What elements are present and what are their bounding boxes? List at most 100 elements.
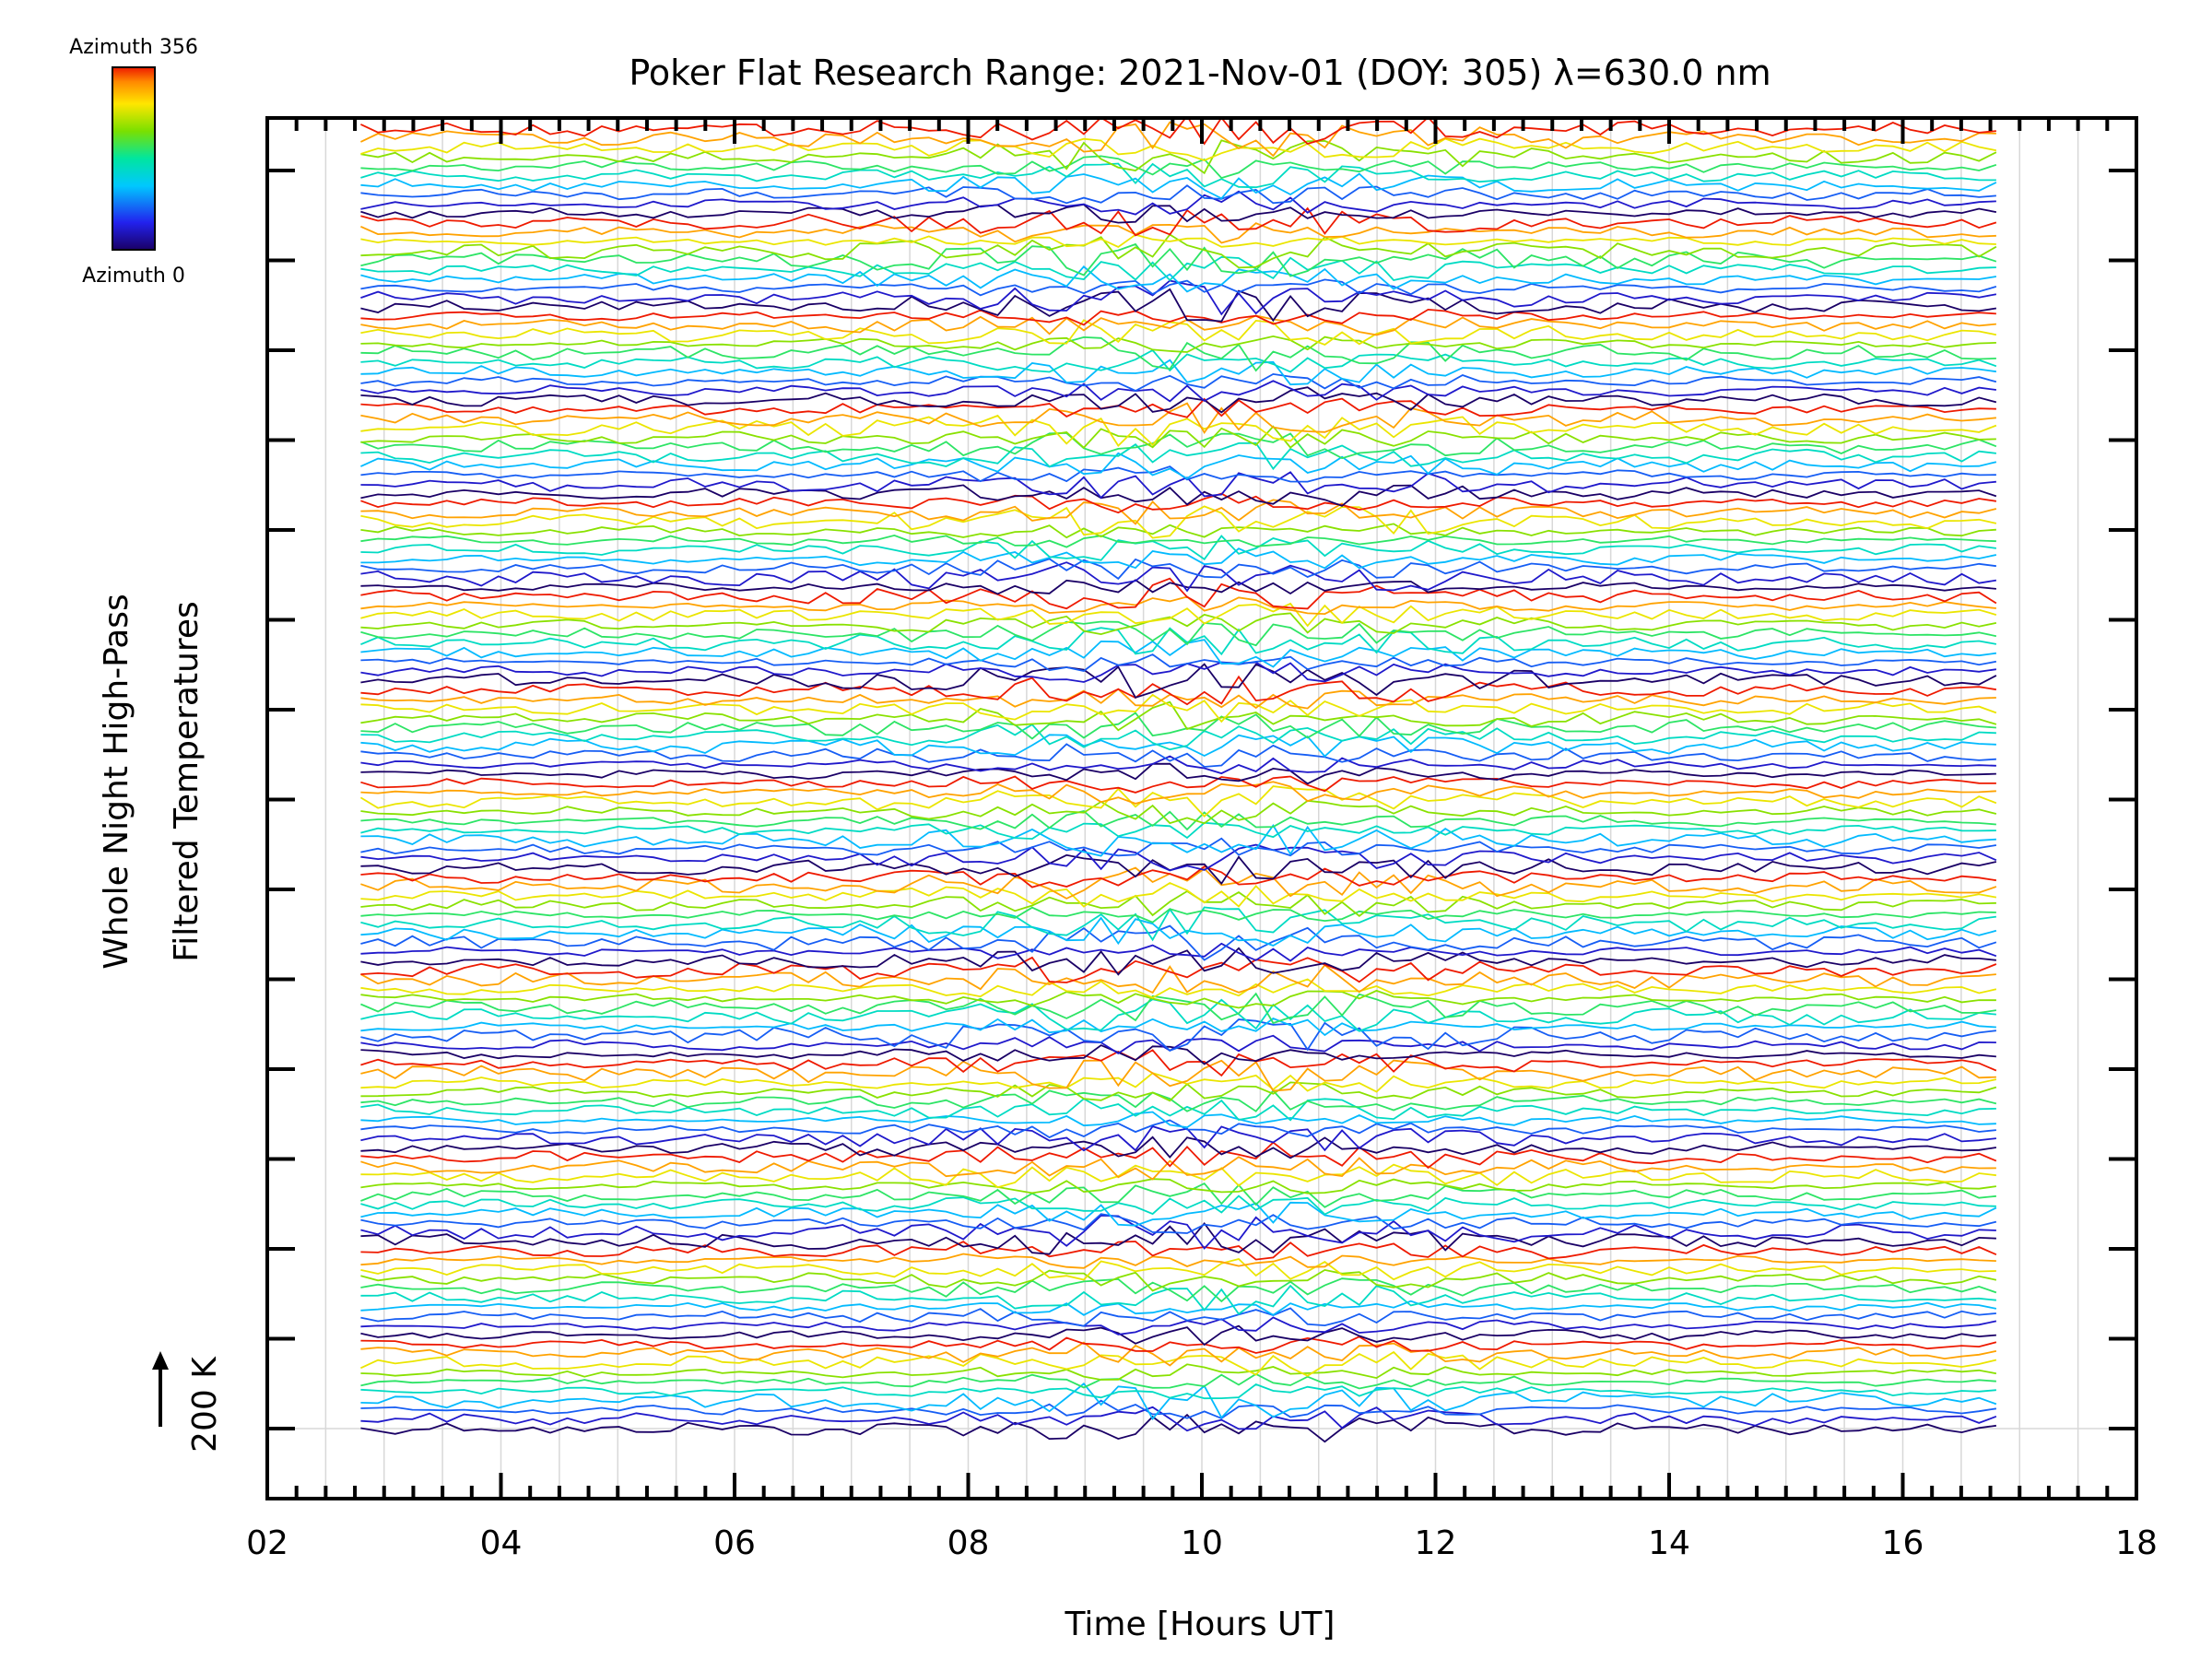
temperature-trace xyxy=(360,265,1997,293)
temperature-trace xyxy=(360,889,1996,917)
temperature-trace xyxy=(360,775,1996,794)
temperature-trace xyxy=(360,663,1997,699)
temperature-trace xyxy=(360,121,1996,158)
temperature-trace xyxy=(360,823,1996,857)
temperature-trace xyxy=(360,359,1997,386)
temperature-trace xyxy=(360,1178,1997,1194)
temperature-trace xyxy=(360,441,1997,471)
temperature-trace xyxy=(360,242,1997,277)
temperature-trace xyxy=(360,1119,1996,1139)
temperature-trace xyxy=(360,1111,1996,1129)
temperature-trace xyxy=(360,1335,1997,1354)
temperature-trace xyxy=(360,881,1997,908)
temperature-trace xyxy=(360,688,1996,710)
temperature-trace xyxy=(360,577,1997,610)
temperature-trace xyxy=(360,956,1997,983)
temperature-trace xyxy=(360,155,1997,180)
temperature-trace xyxy=(360,484,1997,507)
temperature-trace xyxy=(360,1300,1997,1316)
temperature-trace xyxy=(360,431,1997,460)
temperature-trace xyxy=(360,335,1996,372)
temperature-trace xyxy=(360,184,1996,205)
temperature-trace xyxy=(360,1163,1997,1189)
x-tick-label: 14 xyxy=(1648,1524,1690,1562)
temperature-trace xyxy=(360,1125,1997,1152)
temperature-trace xyxy=(360,372,1997,393)
temperature-trace xyxy=(360,700,1997,732)
temperature-trace xyxy=(360,620,1997,647)
temperature-trace xyxy=(360,255,1996,282)
temperature-trace xyxy=(360,1072,1997,1093)
colorbar-top-label: Azimuth 356 xyxy=(69,36,198,59)
x-tick-label: 10 xyxy=(1181,1524,1223,1562)
temperature-trace xyxy=(360,1098,1996,1122)
temperature-trace xyxy=(360,1382,1996,1400)
temperature-trace xyxy=(360,1049,1997,1077)
temperature-trace xyxy=(360,1214,1996,1250)
temperature-trace xyxy=(360,866,1997,900)
temperature-trace xyxy=(360,821,1996,841)
temperature-trace xyxy=(360,1089,1997,1112)
temperature-trace xyxy=(360,1241,1997,1261)
temperature-trace xyxy=(360,1253,1996,1269)
temperature-trace xyxy=(360,505,1997,539)
colorbar-bottom-label: Azimuth 0 xyxy=(82,265,185,288)
temperature-trace xyxy=(360,853,1997,886)
temperature-trace xyxy=(360,314,1996,336)
temperature-trace xyxy=(360,534,1996,548)
temperature-trace xyxy=(360,612,1997,636)
temperature-trace xyxy=(360,1182,1996,1208)
colorbar: Azimuth 356 Azimuth 0 xyxy=(69,36,198,288)
temperature-trace xyxy=(360,602,1997,628)
temperature-trace xyxy=(360,781,1996,805)
temperature-trace xyxy=(360,1034,1996,1054)
temperature-trace xyxy=(360,335,1996,353)
temperature-trace xyxy=(360,523,1996,539)
temperature-trace xyxy=(360,1081,1997,1102)
temperature-trace xyxy=(360,118,1996,146)
temperature-trace xyxy=(360,471,1996,500)
temperature-trace xyxy=(360,1413,1997,1443)
temperature-trace xyxy=(360,137,1997,161)
temperature-trace xyxy=(360,978,1997,999)
x-tick-label: 18 xyxy=(2115,1524,2158,1562)
temperature-trace xyxy=(360,492,1997,514)
temperature-trace xyxy=(360,1406,1997,1432)
y-axis-label-line2: Filtered Temperatures xyxy=(168,601,206,962)
temperature-trace xyxy=(360,906,1996,924)
temperature-trace xyxy=(360,1258,1996,1281)
temperature-trace xyxy=(360,723,1996,751)
temperature-trace xyxy=(360,172,1997,200)
temperature-trace xyxy=(360,1277,1997,1303)
temperature-trace xyxy=(360,348,1997,373)
temperature-trace xyxy=(359,785,1997,818)
x-tick-label: 06 xyxy=(713,1524,756,1562)
scale-label: 200 K xyxy=(186,1356,224,1453)
temperature-trace xyxy=(360,693,1997,724)
temperature-trace xyxy=(360,206,1997,237)
x-tick-label: 08 xyxy=(947,1524,990,1562)
temperature-trace xyxy=(360,627,1997,656)
temperature-trace xyxy=(360,947,1996,976)
temperature-trace xyxy=(360,1341,1997,1367)
temperature-trace xyxy=(360,139,1997,175)
temperature-trace xyxy=(360,942,1997,962)
temperature-trace xyxy=(360,535,1997,561)
temperature-trace xyxy=(360,452,1997,480)
x-tick-label: 16 xyxy=(1882,1524,1924,1562)
temperature-trace xyxy=(360,653,1997,672)
scale-indicator: 200 K xyxy=(152,1351,224,1453)
temperature-trace xyxy=(360,595,1996,616)
temperature-trace xyxy=(360,1268,1997,1292)
x-tick-label: 04 xyxy=(480,1524,523,1562)
temperature-trace xyxy=(360,1399,1997,1419)
temperature-trace xyxy=(360,1044,1996,1065)
temperature-trace xyxy=(360,386,1997,414)
temperature-trace xyxy=(360,1316,1997,1335)
temperature-trace xyxy=(360,734,1996,758)
y-axis-label-line1: Whole Night High-Pass xyxy=(98,594,135,970)
temperature-trace xyxy=(360,561,1997,593)
temperature-trace xyxy=(360,1018,1997,1052)
temperature-trace xyxy=(360,1141,1997,1170)
temperature-trace xyxy=(360,203,1997,224)
